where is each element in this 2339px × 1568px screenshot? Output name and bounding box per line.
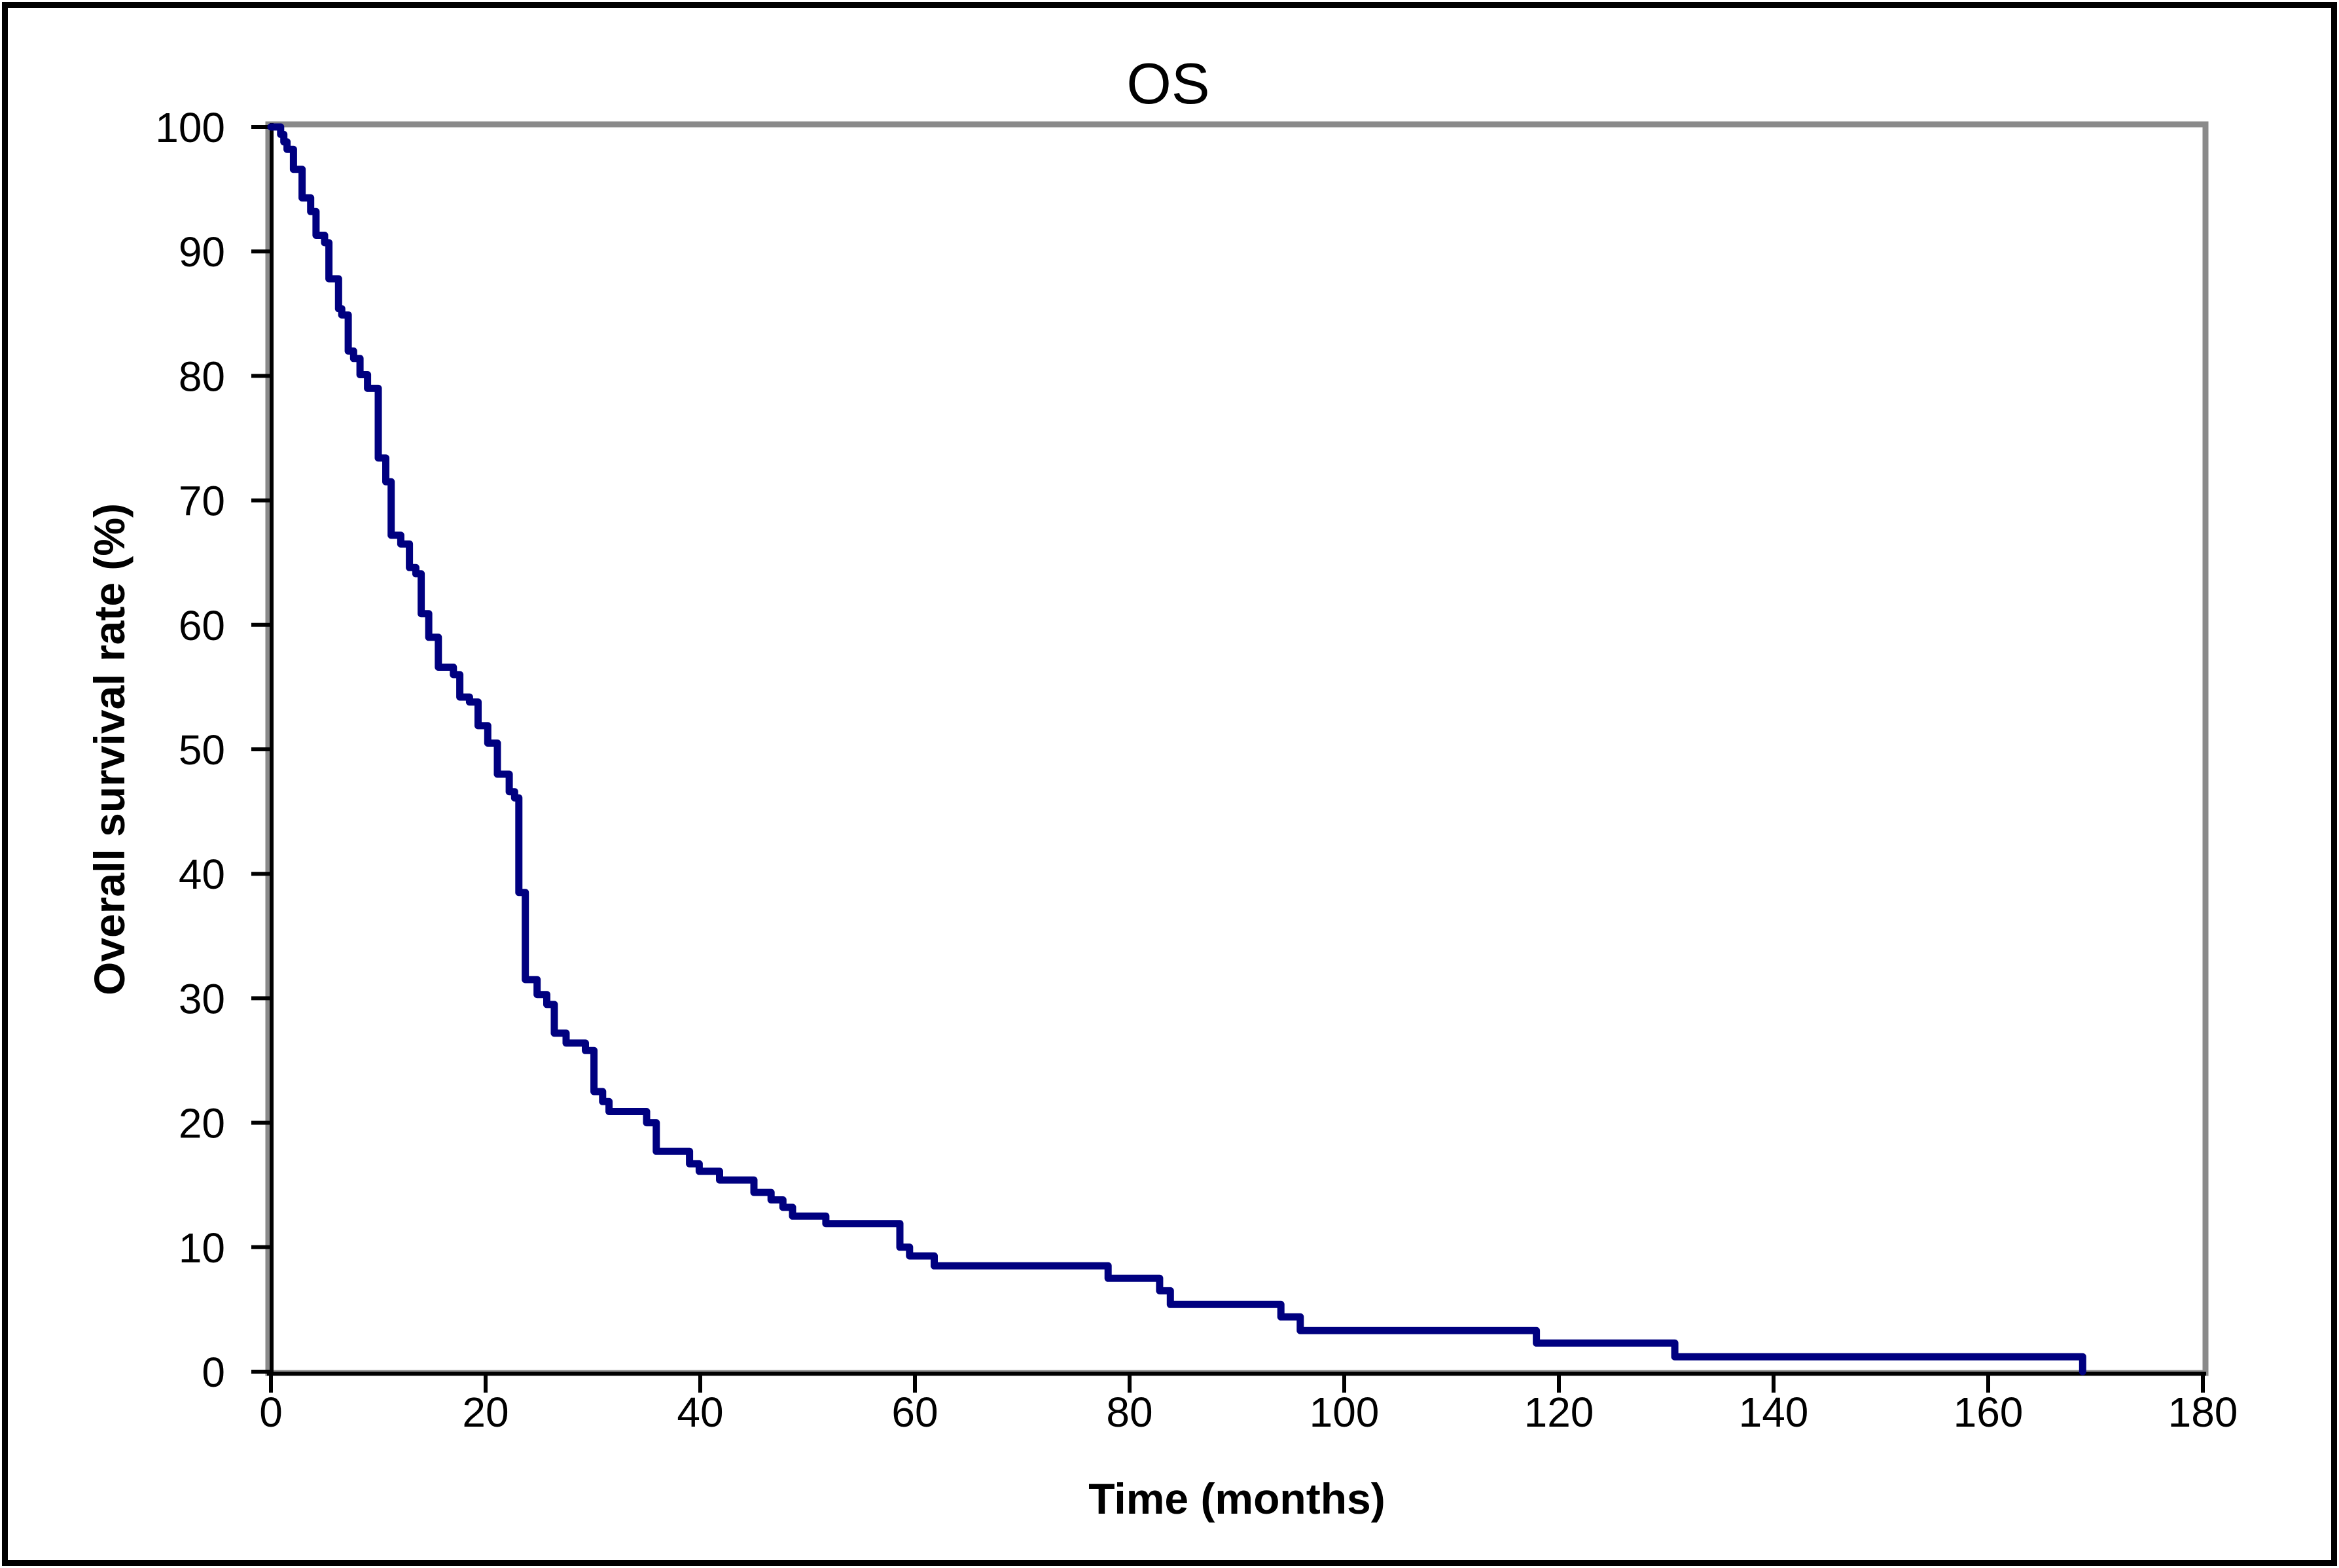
y-axis-tick-labels: 0 10 20 30 40 50 60 70 80 90 100 xyxy=(155,104,225,1396)
y-tick-label: 0 xyxy=(202,1349,225,1396)
x-tick-label: 60 xyxy=(891,1389,938,1436)
y-tick-label: 50 xyxy=(179,726,225,774)
x-tick-label: 160 xyxy=(1954,1389,2024,1436)
x-axis-tick-labels: 0 20 40 60 80 100 120 140 160 180 xyxy=(259,1389,2238,1436)
x-axis-ticks xyxy=(269,1374,2205,1393)
y-tick-label: 60 xyxy=(179,602,225,649)
y-axis-title: Overall survival rate (%) xyxy=(85,503,134,995)
x-tick-label: 80 xyxy=(1106,1389,1152,1436)
y-tick-label: 10 xyxy=(179,1224,225,1272)
y-tick-label: 90 xyxy=(179,228,225,276)
survival-curve-group xyxy=(267,123,2086,1376)
y-tick-label: 20 xyxy=(179,1100,225,1147)
y-axis-ticks xyxy=(251,125,270,1374)
x-tick-label: 120 xyxy=(1524,1389,1594,1436)
x-tick-label: 180 xyxy=(2168,1389,2238,1436)
axes xyxy=(267,123,2206,1376)
survival-curve xyxy=(267,123,2086,1376)
x-tick-label: 40 xyxy=(677,1389,723,1436)
x-tick-label: 20 xyxy=(462,1389,509,1436)
x-tick-label: 100 xyxy=(1310,1389,1380,1436)
y-tick-label: 80 xyxy=(179,353,225,400)
x-tick-label: 0 xyxy=(259,1389,283,1436)
y-tick-label: 30 xyxy=(179,975,225,1022)
y-tick-label: 100 xyxy=(155,104,225,151)
y-tick-label: 40 xyxy=(179,851,225,898)
x-tick-label: 140 xyxy=(1739,1389,1809,1436)
y-tick-label: 70 xyxy=(179,478,225,525)
x-axis-title: Time (months) xyxy=(1088,1474,1385,1523)
chart-title: OS xyxy=(1126,51,1209,116)
